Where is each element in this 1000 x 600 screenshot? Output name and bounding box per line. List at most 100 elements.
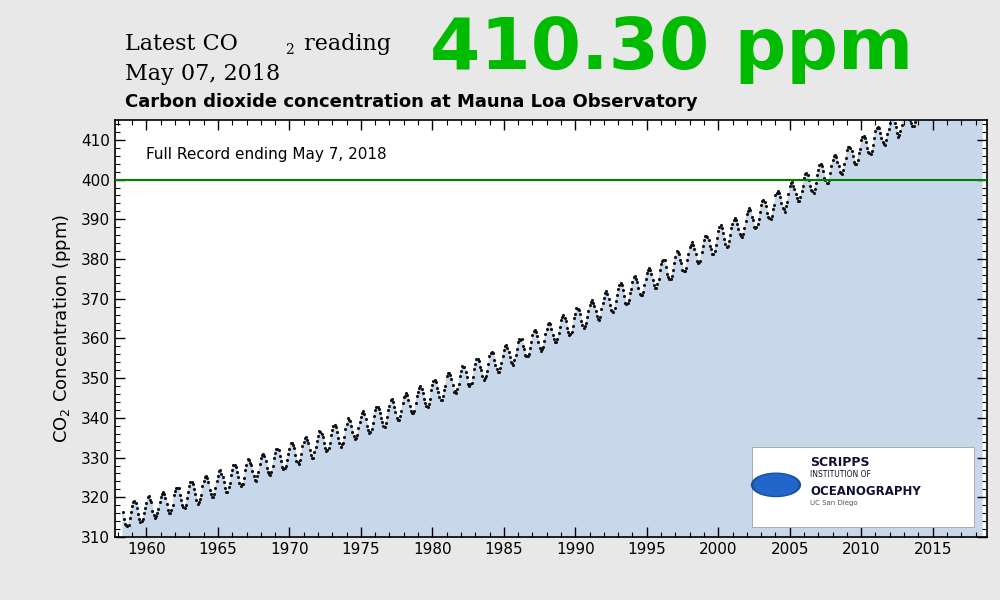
Point bbox=[907, 118, 923, 127]
Point bbox=[696, 235, 712, 245]
Point bbox=[371, 404, 387, 413]
Point bbox=[937, 91, 953, 100]
Point bbox=[377, 422, 393, 431]
Point bbox=[582, 300, 598, 310]
Point bbox=[942, 73, 958, 83]
Point bbox=[509, 344, 525, 354]
Point bbox=[280, 449, 296, 459]
Point bbox=[875, 137, 891, 147]
Point bbox=[148, 511, 164, 521]
Point bbox=[175, 502, 191, 512]
Point bbox=[870, 122, 886, 131]
Point bbox=[867, 127, 883, 136]
Point bbox=[788, 189, 804, 199]
Point bbox=[535, 342, 551, 352]
Point bbox=[527, 326, 543, 335]
Point bbox=[602, 300, 618, 310]
Point bbox=[517, 350, 533, 360]
Point bbox=[334, 440, 350, 449]
Point bbox=[744, 212, 760, 222]
Point bbox=[665, 265, 681, 275]
Point bbox=[199, 473, 215, 483]
Point bbox=[490, 367, 506, 377]
Point bbox=[702, 241, 718, 251]
Point bbox=[735, 229, 751, 239]
Point bbox=[217, 483, 233, 493]
Point bbox=[728, 215, 744, 224]
Point bbox=[316, 439, 332, 448]
Point bbox=[752, 207, 768, 217]
Text: 2: 2 bbox=[285, 43, 294, 57]
Point bbox=[887, 119, 903, 128]
Point bbox=[228, 463, 244, 472]
Point bbox=[808, 178, 824, 188]
Point bbox=[129, 503, 145, 513]
Point bbox=[518, 351, 534, 361]
Point bbox=[537, 329, 553, 339]
Point bbox=[212, 466, 228, 475]
Point bbox=[898, 103, 914, 112]
Point bbox=[461, 382, 477, 391]
Point bbox=[966, 64, 982, 73]
Point bbox=[754, 196, 770, 206]
Point bbox=[260, 467, 276, 476]
Point bbox=[456, 362, 472, 372]
Point bbox=[252, 460, 268, 469]
Point bbox=[471, 356, 487, 365]
Point bbox=[241, 455, 257, 465]
Point bbox=[604, 306, 620, 316]
Point bbox=[190, 499, 206, 508]
Point bbox=[866, 133, 882, 143]
Point bbox=[449, 384, 465, 394]
Point bbox=[206, 489, 222, 499]
Point bbox=[126, 497, 142, 506]
Point bbox=[776, 205, 792, 214]
Point bbox=[881, 124, 897, 134]
Point bbox=[210, 472, 226, 481]
Point bbox=[734, 232, 750, 241]
Point bbox=[738, 216, 754, 226]
Point bbox=[446, 387, 462, 397]
Point bbox=[660, 272, 676, 281]
Point bbox=[336, 432, 352, 442]
Point bbox=[921, 106, 937, 116]
Point bbox=[503, 357, 519, 367]
Point bbox=[291, 460, 307, 469]
Point bbox=[417, 398, 433, 408]
Point bbox=[710, 226, 726, 236]
Point bbox=[683, 240, 699, 250]
Point bbox=[584, 295, 600, 305]
Point bbox=[746, 223, 762, 232]
Point bbox=[629, 277, 645, 287]
Point bbox=[736, 224, 752, 233]
Point bbox=[780, 190, 796, 199]
Point bbox=[951, 82, 967, 91]
Point bbox=[825, 155, 841, 165]
Point bbox=[833, 169, 849, 178]
Point bbox=[695, 241, 711, 250]
Point bbox=[548, 337, 564, 347]
Point bbox=[646, 280, 662, 289]
Point bbox=[908, 111, 924, 121]
Text: May 07, 2018: May 07, 2018 bbox=[125, 63, 280, 85]
Point bbox=[162, 508, 178, 518]
Point bbox=[673, 259, 689, 268]
Point bbox=[150, 504, 166, 514]
Point bbox=[562, 329, 578, 339]
Point bbox=[279, 455, 295, 464]
Point bbox=[698, 231, 714, 241]
Point bbox=[828, 152, 844, 161]
Point bbox=[383, 395, 399, 405]
Point bbox=[540, 319, 556, 329]
Point bbox=[512, 335, 528, 344]
Point bbox=[366, 412, 382, 421]
Point bbox=[464, 379, 480, 388]
Point bbox=[822, 168, 838, 178]
Point bbox=[676, 266, 692, 276]
Point bbox=[353, 413, 369, 422]
Point bbox=[425, 376, 441, 386]
Point bbox=[534, 344, 550, 353]
Point bbox=[372, 408, 388, 418]
Point bbox=[605, 307, 621, 316]
Point bbox=[161, 508, 177, 518]
